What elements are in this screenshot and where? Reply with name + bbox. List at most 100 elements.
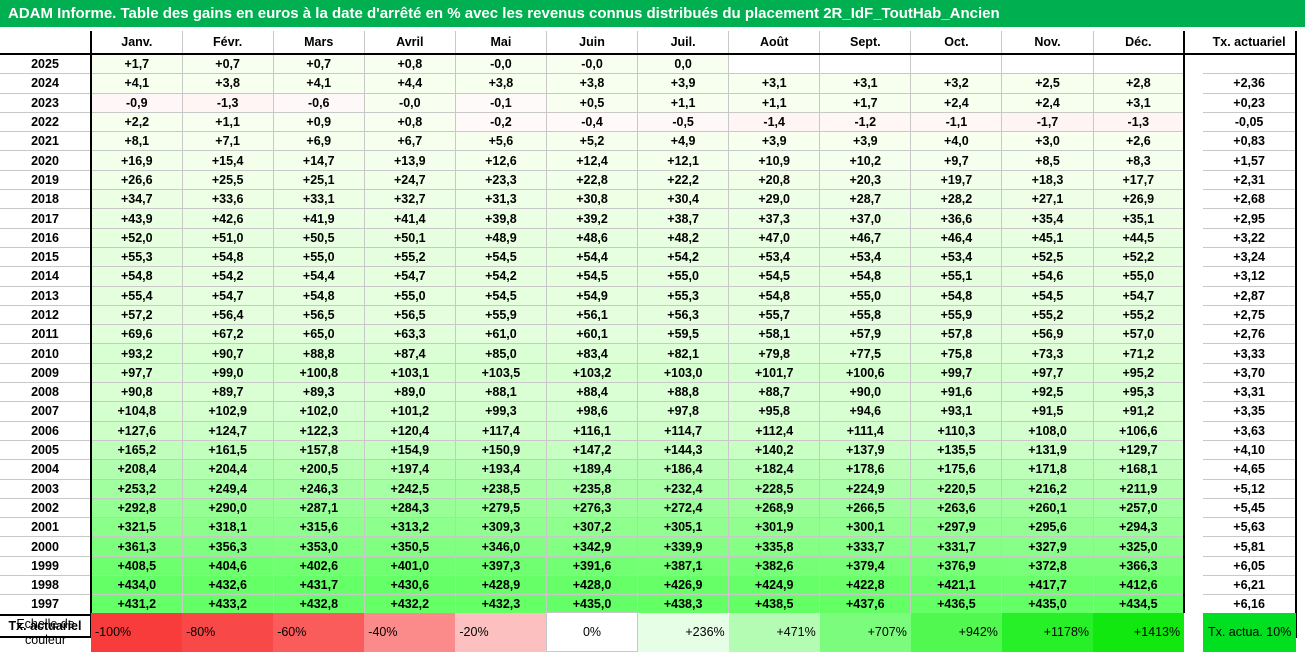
value-cell: +421,1 (910, 575, 1003, 596)
value-cell: +216,2 (1001, 479, 1094, 499)
value-cell: +438,3 (637, 594, 730, 616)
table-row: 2008 +90,8 +89,7 +89,3 +89,0 +88,1 +88,4 +88,8 +… (0, 382, 1298, 403)
column-gap (1183, 266, 1204, 287)
value-cell: +18,3 (1001, 170, 1094, 191)
year-label: 2012 (0, 305, 92, 326)
tx-actuariel-cell: +3,35 (1203, 401, 1298, 422)
value-cell: +3,1 (728, 73, 821, 94)
year-label: 2022 (0, 112, 92, 133)
value-cell: +3,9 (637, 73, 730, 94)
value-cell: +112,4 (728, 421, 821, 441)
month-header: Janv. (91, 31, 183, 55)
scale-swatch: +1178% (1001, 612, 1094, 652)
value-cell: +165,2 (91, 440, 183, 461)
value-cell: +211,9 (1093, 479, 1186, 499)
column-gap (1183, 594, 1204, 615)
value-cell: -0,6 (273, 93, 365, 113)
year-label: 2014 (0, 266, 92, 287)
value-cell: +54,5 (546, 266, 639, 287)
year-label: 2016 (0, 228, 92, 248)
value-cell: +28,7 (819, 189, 912, 210)
value-cell: +3,1 (1093, 93, 1186, 113)
value-cell: +315,6 (273, 517, 365, 538)
value-cell: 0,0 (637, 54, 730, 75)
value-cell: +435,0 (1001, 594, 1094, 616)
value-cell: +79,8 (728, 343, 821, 364)
value-cell: +178,6 (819, 459, 912, 480)
value-cell: +103,5 (455, 363, 547, 384)
column-gap (1183, 324, 1204, 344)
value-cell: +3,9 (728, 131, 821, 152)
value-cell: +404,6 (182, 556, 274, 577)
value-cell: +56,5 (273, 305, 365, 326)
value-cell: +246,3 (273, 479, 365, 499)
value-cell: +154,9 (364, 440, 456, 461)
value-cell: +22,8 (546, 170, 639, 191)
year-label: 2004 (0, 459, 92, 480)
value-cell: +99,3 (455, 401, 547, 422)
table-row: 2021 +8,1 +7,1 +6,9 +6,7 +5,6 +5,2 +4,9 +3,9 +3,9… (0, 131, 1298, 152)
value-cell: +220,5 (910, 479, 1003, 499)
value-cell: +82,1 (637, 343, 730, 364)
value-cell: +36,6 (910, 208, 1003, 229)
value-cell: +318,1 (182, 517, 274, 538)
value-cell: +101,7 (728, 363, 821, 384)
value-cell: +2,4 (910, 93, 1003, 113)
value-cell: +15,4 (182, 150, 274, 171)
value-cell: +39,8 (455, 208, 547, 229)
value-cell: +55,8 (819, 305, 912, 326)
value-cell: +335,8 (728, 536, 821, 557)
column-gap (1183, 382, 1204, 402)
value-cell: +342,9 (546, 536, 639, 557)
value-cell: +35,1 (1093, 208, 1186, 229)
value-cell: +54,7 (182, 286, 274, 306)
value-cell: +44,5 (1093, 228, 1186, 248)
value-cell: +129,7 (1093, 440, 1186, 461)
value-cell: +55,0 (637, 266, 730, 287)
value-cell: +57,8 (910, 324, 1003, 345)
value-cell: +4,4 (364, 73, 456, 94)
value-cell: +376,9 (910, 556, 1003, 577)
value-cell: +353,0 (273, 536, 365, 557)
value-cell: +186,4 (637, 459, 730, 480)
table-row: 2007 +104,8 +102,9 +102,0 +101,2 +99,3 +98,6 +9… (0, 401, 1298, 422)
value-cell: +408,5 (91, 556, 183, 577)
value-cell: +432,2 (364, 594, 456, 616)
value-cell: -1,2 (819, 112, 912, 133)
value-cell: +434,0 (91, 575, 183, 596)
tx-actuariel-cell: +3,31 (1203, 382, 1298, 403)
value-cell: +92,5 (1001, 382, 1094, 403)
value-cell: +45,1 (1001, 228, 1094, 248)
column-gap (1183, 93, 1204, 113)
value-cell: +102,0 (273, 401, 365, 422)
value-cell: +0,7 (182, 54, 274, 75)
value-cell: +56,1 (546, 305, 639, 326)
year-label: 2013 (0, 286, 92, 306)
value-cell: +391,6 (546, 556, 639, 577)
value-cell: +197,4 (364, 459, 456, 480)
value-cell: +54,8 (728, 286, 821, 306)
tx-actuariel-cell: +5,45 (1203, 498, 1298, 519)
value-cell: -1,7 (1001, 112, 1094, 133)
scale-swatch: 0% (545, 612, 639, 652)
scale-gap (1184, 612, 1204, 652)
column-gap (1183, 421, 1204, 441)
value-cell: +54,8 (819, 266, 912, 287)
value-cell: +90,8 (91, 382, 183, 403)
value-cell: +29,0 (728, 189, 821, 210)
value-cell: +224,9 (819, 479, 912, 499)
value-cell: +88,8 (273, 343, 365, 364)
value-cell: +327,9 (1001, 536, 1094, 557)
value-cell: +97,7 (1001, 363, 1094, 384)
value-cell: +54,4 (273, 266, 365, 287)
value-cell: +91,2 (1093, 401, 1186, 422)
value-cell: +436,5 (910, 594, 1003, 616)
value-cell: +287,1 (273, 498, 365, 519)
column-gap (1183, 556, 1204, 576)
value-cell: +279,5 (455, 498, 547, 519)
value-cell: +63,3 (364, 324, 456, 345)
value-cell: +117,4 (455, 421, 547, 441)
value-cell: +111,4 (819, 421, 912, 441)
value-cell: +20,8 (728, 170, 821, 191)
value-cell (728, 54, 821, 75)
